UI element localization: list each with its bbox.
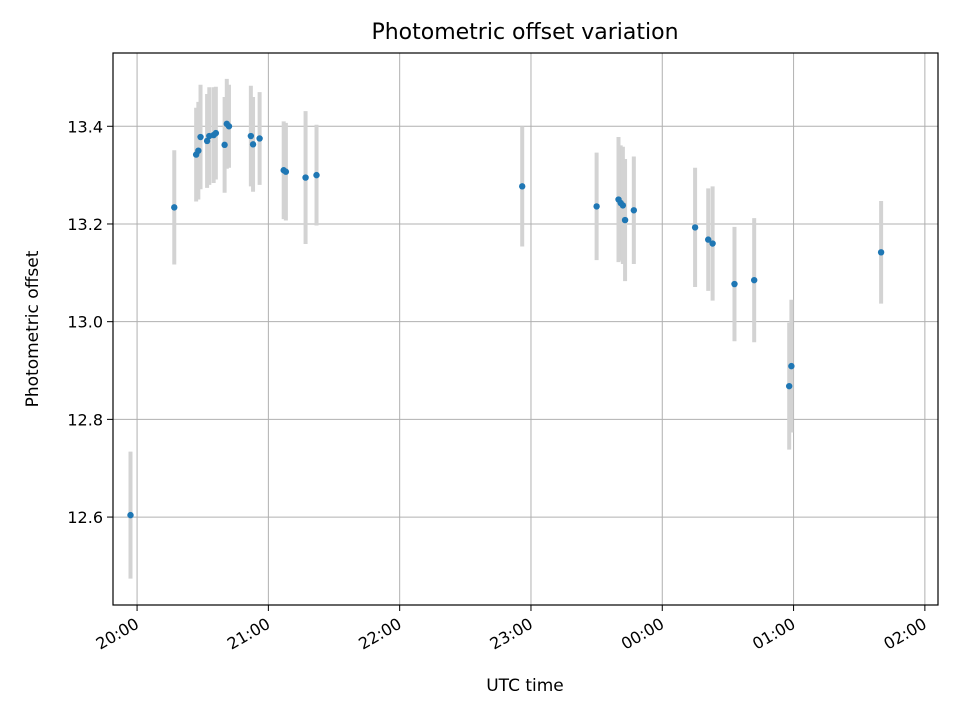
data-point [203,137,211,145]
data-point [519,183,526,190]
x-axis-ticks: 20:00 21:00 22:00 23:00 00:00 01:00 02:00 [93,605,930,654]
data-point [785,382,793,390]
data-point [621,216,629,224]
data-point [705,236,712,243]
data-points [127,120,885,519]
data-point [750,276,758,284]
data-point [221,141,228,149]
data-point [630,207,638,214]
data-point [619,202,627,209]
x-tick-label: 22:00 [355,614,404,654]
data-point [313,171,320,179]
data-point [212,129,220,137]
data-point [731,280,738,288]
data-point [593,203,600,210]
data-point [282,168,290,175]
x-tick-label: 21:00 [224,614,273,654]
y-tick-label: 12.8 [67,410,103,429]
y-tick-label: 13.4 [67,117,103,136]
x-axis-label: UTC time [486,676,564,696]
data-point [249,141,257,148]
y-axis-label: Photometric offset [23,250,43,407]
data-point [877,249,885,256]
data-point [691,224,699,231]
data-point [195,147,202,154]
data-point [709,240,716,247]
data-point [127,511,134,519]
chart-title: Photometric offset variation [371,20,678,45]
data-point [225,123,233,130]
x-tick-label: 00:00 [618,614,667,654]
grid-lines [113,53,938,605]
data-point [788,362,795,370]
x-tick-label: 23:00 [487,614,536,654]
data-point [256,135,263,142]
y-tick-label: 12.6 [67,508,103,527]
error-bars [128,78,884,579]
data-point [171,204,178,211]
y-axis-ticks: 12.6 12.8 13.0 13.2 13.4 [67,117,113,527]
y-tick-label: 13.2 [67,215,103,234]
plot-area-frame [112,52,939,606]
data-point [247,132,255,140]
data-point [197,133,204,141]
x-tick-label: 02:00 [880,614,929,654]
data-point [302,174,309,181]
y-tick-label: 13.0 [67,313,103,332]
x-tick-label: 01:00 [749,614,798,654]
x-tick-label: 20:00 [93,614,142,654]
